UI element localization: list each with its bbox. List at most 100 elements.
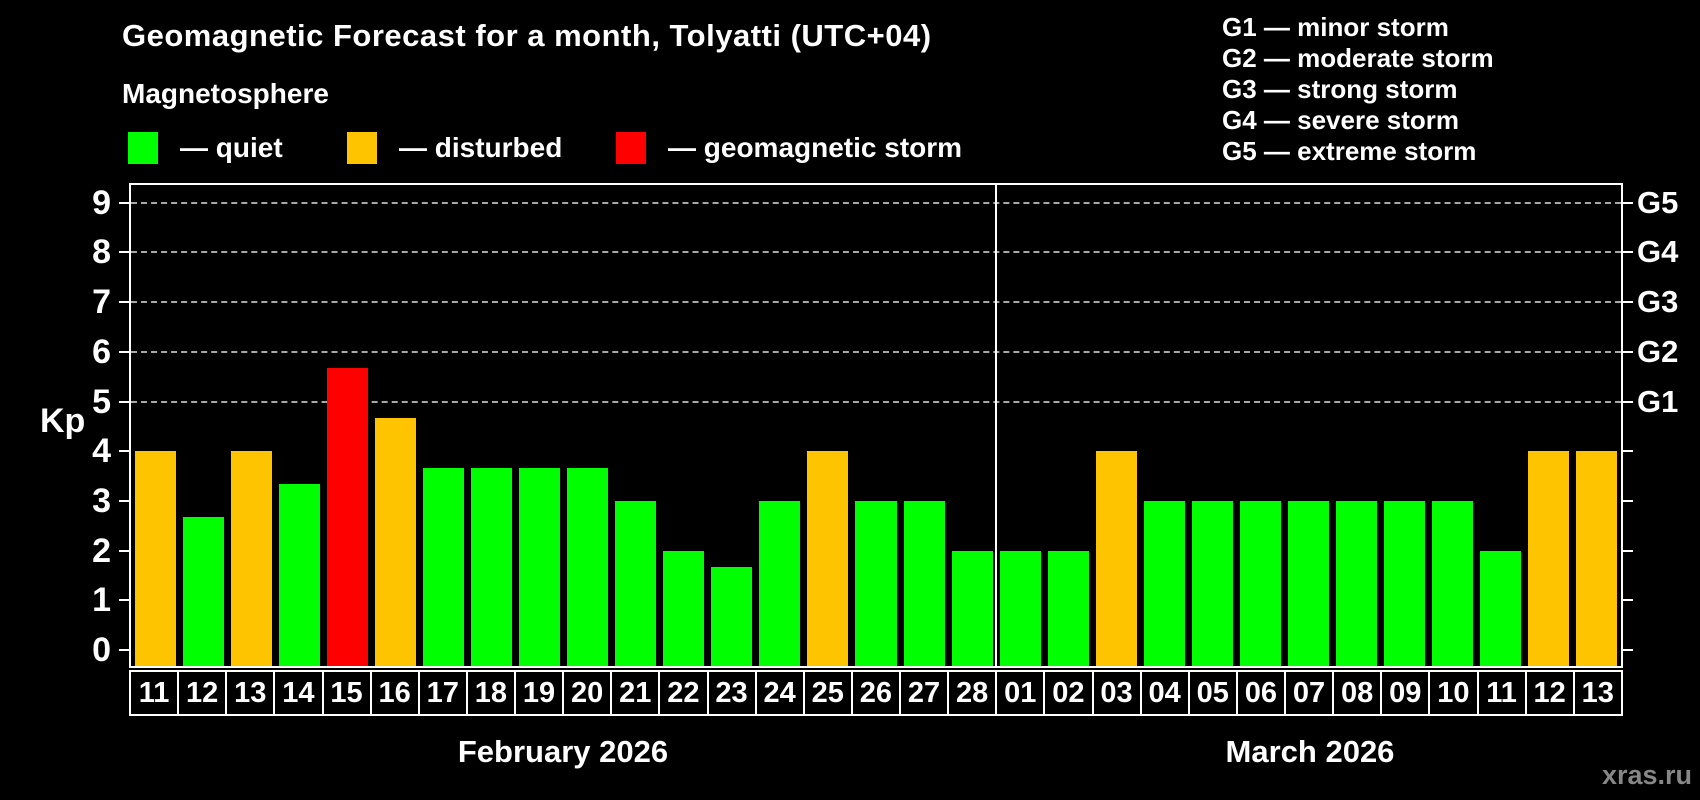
y-tick-left-2 [119, 549, 129, 552]
g4-legend-line: G4 — severe storm [1222, 105, 1460, 135]
legend-disturbed-label: — disturbed [399, 132, 563, 163]
g3-legend-line: G3 — strong storm [1222, 74, 1458, 104]
y-tick-right-8 [1623, 251, 1633, 254]
kp-bar-day-13 [1576, 451, 1618, 666]
kp-bar-day-22 [663, 550, 705, 666]
kp-bar-day-02 [1047, 550, 1089, 666]
kp-bar-day-24 [759, 500, 801, 666]
kp-bar-day-07 [1288, 500, 1330, 666]
legend-item-storm: — geomagnetic storm [616, 131, 962, 165]
kp-bar-day-10 [1432, 500, 1474, 666]
date-axis-row: 11 12 13 14 15 16 17 18 19 20 21 22 23 24 25 26 27 28 01 02… [129, 670, 1623, 716]
date-label-08: 08 [1334, 672, 1383, 714]
gridline-kp8 [131, 251, 1621, 254]
date-label-11: 11 [131, 672, 180, 714]
quiet-swatch [128, 132, 158, 164]
date-label-19: 19 [516, 672, 565, 714]
kp-bar-day-26 [855, 500, 897, 666]
date-label-27: 27 [901, 672, 950, 714]
kp-bar-day-25 [807, 451, 849, 666]
y-axis-tick-label-0: 0 [92, 631, 111, 669]
y-tick-left-4 [119, 450, 129, 453]
kp-bar-day-06 [1239, 500, 1282, 666]
y-tick-left-6 [119, 350, 129, 353]
legend-item-disturbed: — disturbed [347, 131, 562, 165]
date-label-28: 28 [949, 672, 998, 714]
y-tick-right-3 [1623, 499, 1633, 502]
month-label-february: February 2026 [457, 734, 669, 769]
kp-bar-day-04 [1143, 500, 1185, 666]
kp-bar-day-13 [230, 451, 272, 666]
kp-bar-day-08 [1336, 500, 1378, 666]
y-axis-tick-label-6: 6 [92, 332, 111, 371]
kp-bar-day-15 [326, 368, 368, 666]
xras-watermark: xras.ru [1601, 760, 1692, 790]
g-scale-label-g5: G5 [1637, 184, 1679, 220]
kp-bar-day-28 [951, 550, 993, 666]
legend-quiet-label: — quiet [180, 132, 283, 163]
date-label-18: 18 [468, 672, 516, 714]
date-label-02: 02 [1045, 672, 1094, 714]
y-axis-title: Kp [40, 402, 86, 440]
date-label-04: 04 [1142, 672, 1190, 714]
date-label-23: 23 [709, 672, 757, 714]
storm-swatch [616, 132, 646, 164]
kp-bar-day-16 [374, 417, 416, 666]
y-tick-left-7 [119, 301, 129, 304]
date-label-21: 21 [612, 672, 661, 714]
y-tick-left-8 [119, 251, 129, 254]
date-label-22: 22 [660, 672, 709, 714]
chart-title: Geomagnetic Forecast for a month, Tolyat… [122, 18, 932, 53]
date-label-25: 25 [805, 672, 853, 714]
kp-bar-day-27 [903, 500, 945, 666]
y-axis-tick-label-5: 5 [92, 382, 111, 421]
kp-bar-day-18 [470, 467, 512, 666]
date-label-12: 12 [179, 672, 228, 714]
y-tick-right-1 [1623, 599, 1633, 602]
y-axis-tick-label-9: 9 [92, 183, 111, 222]
y-axis-tick-label-3: 3 [92, 481, 111, 520]
gridline-kp7 [131, 301, 1621, 304]
y-tick-left-5 [119, 400, 129, 403]
y-axis-tick-label-4: 4 [92, 432, 111, 471]
kp-bar-day-01 [999, 550, 1041, 666]
date-label-09: 09 [1382, 672, 1431, 714]
g-scale-label-g1: G1 [1637, 383, 1679, 419]
y-axis-tick-label-7: 7 [92, 283, 111, 322]
kp-bar-day-09 [1384, 500, 1426, 666]
y-tick-right-0 [1623, 649, 1633, 651]
date-label-05: 05 [1190, 672, 1238, 714]
legend-item-quiet: — quiet [128, 131, 283, 165]
kp-bar-day-17 [422, 467, 464, 666]
g2-legend-line: G2 — moderate storm [1222, 43, 1494, 73]
g5-legend-line: G5 — extreme storm [1222, 136, 1477, 166]
g-scale-label-g3: G3 [1637, 284, 1679, 320]
y-tick-right-4 [1623, 450, 1633, 453]
date-label-20: 20 [564, 672, 613, 714]
kp-bar-day-11 [1480, 550, 1522, 666]
kp-bar-day-05 [1191, 500, 1233, 666]
gridline-kp9 [131, 201, 1621, 204]
y-axis-tick-label-8: 8 [92, 233, 111, 272]
date-label-17: 17 [420, 672, 468, 714]
y-tick-right-6 [1623, 350, 1633, 353]
date-label-13: 13 [1581, 676, 1614, 709]
chart-subtitle: Magnetosphere [122, 78, 329, 109]
disturbed-swatch [347, 132, 377, 164]
kp-bar-day-21 [615, 500, 657, 666]
date-label-14: 14 [275, 672, 324, 714]
y-tick-right-7 [1623, 301, 1633, 304]
legend-storm-label: — geomagnetic storm [668, 132, 963, 163]
y-axis-tick-label-1: 1 [92, 581, 111, 620]
y-tick-right-2 [1623, 549, 1633, 552]
kp-bar-day-19 [519, 467, 561, 666]
kp-bar-day-23 [711, 567, 753, 666]
month-label-march: March 2026 [1225, 734, 1395, 769]
date-label-07: 07 [1286, 672, 1335, 714]
g1-legend-line: G1 — minor storm [1222, 12, 1449, 42]
gridline-kp6 [131, 350, 1621, 353]
y-tick-left-9 [119, 201, 129, 204]
date-label-12: 12 [1527, 672, 1575, 714]
y-tick-left-0 [119, 649, 129, 651]
